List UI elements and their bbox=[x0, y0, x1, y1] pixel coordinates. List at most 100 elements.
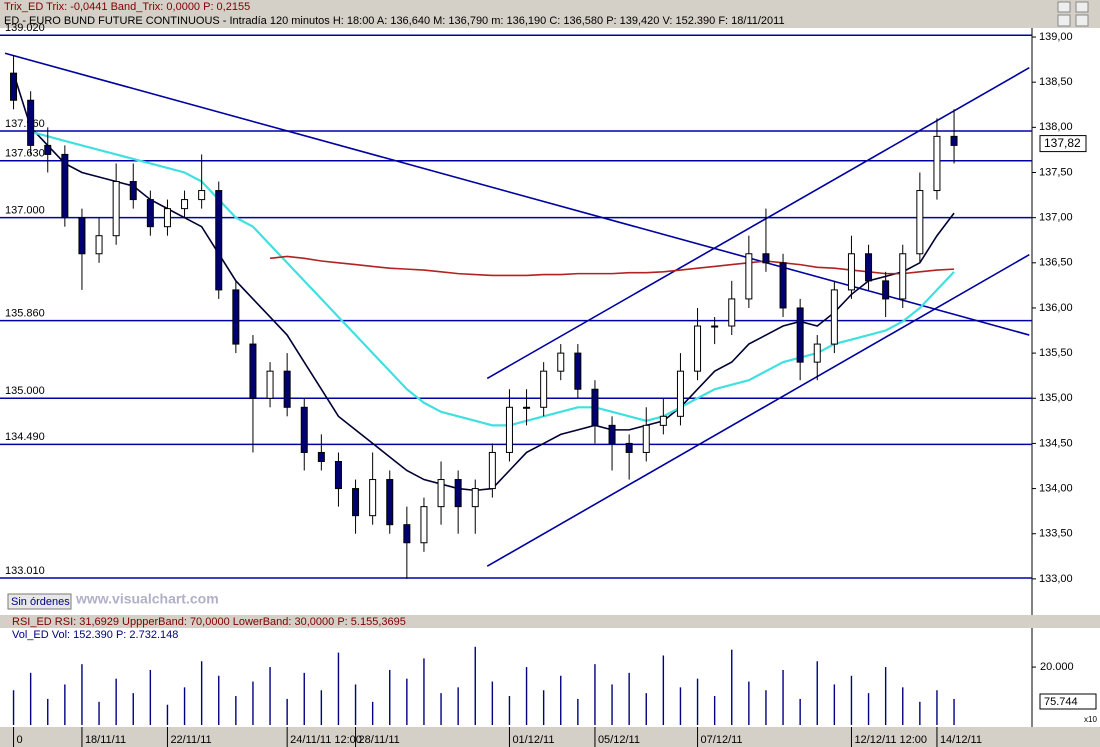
y-tick-label: 133,00 bbox=[1039, 573, 1073, 585]
candle-body bbox=[232, 289, 240, 345]
watermark: www.visualchart.com bbox=[75, 591, 219, 607]
volume-bar bbox=[81, 664, 83, 725]
candle-body bbox=[334, 460, 342, 490]
candle-body bbox=[728, 298, 736, 327]
candle-body bbox=[882, 280, 890, 300]
volume-bar bbox=[235, 696, 237, 725]
volume-bar bbox=[218, 675, 220, 725]
candle-body bbox=[10, 72, 18, 101]
rsi-header: RSI_ED RSI: 31,6929 UppperBand: 70,0000 … bbox=[12, 616, 406, 628]
volume-bar bbox=[645, 693, 647, 725]
volume-bar bbox=[12, 690, 15, 725]
candle-body bbox=[711, 325, 719, 328]
candle-body bbox=[779, 262, 787, 309]
volume-bar bbox=[98, 701, 100, 725]
level-label: 137.960 bbox=[5, 118, 45, 130]
volume-bar bbox=[713, 696, 716, 725]
level-label: 133.010 bbox=[5, 565, 45, 577]
candle-body bbox=[437, 479, 445, 508]
vol-last: 75.744 bbox=[1044, 696, 1078, 708]
volume-bar bbox=[765, 690, 767, 725]
candle-body bbox=[847, 253, 855, 291]
candle-body bbox=[950, 135, 958, 146]
candle-body bbox=[352, 488, 360, 517]
volume-bar bbox=[577, 698, 579, 725]
candle-body bbox=[642, 424, 650, 453]
candle-body bbox=[796, 307, 804, 363]
candle-body bbox=[625, 442, 633, 453]
volume-bar bbox=[64, 684, 66, 725]
volume-bar bbox=[29, 672, 32, 725]
candle-body bbox=[266, 370, 274, 399]
y-tick-label: 139,00 bbox=[1039, 31, 1073, 43]
candle-body bbox=[454, 479, 462, 508]
moving-average bbox=[30, 130, 955, 427]
level-label: 135.000 bbox=[5, 385, 45, 397]
rsi-bar bbox=[0, 615, 1100, 628]
volume-bar bbox=[183, 687, 186, 725]
moving-average bbox=[269, 255, 955, 277]
y-tick-label: 138,50 bbox=[1039, 76, 1073, 88]
volume-bar bbox=[628, 672, 630, 725]
y-tick-label: 134,00 bbox=[1039, 482, 1073, 494]
y-tick-label: 136,00 bbox=[1039, 302, 1073, 314]
y-tick-label: 138,00 bbox=[1039, 121, 1073, 133]
candle-body bbox=[181, 199, 189, 210]
volume-bar bbox=[423, 658, 425, 725]
candle-body bbox=[300, 406, 308, 453]
level-label: 137.000 bbox=[5, 205, 45, 217]
candle-body bbox=[762, 253, 770, 264]
level-label: 137.630 bbox=[5, 148, 45, 160]
candle-body bbox=[27, 99, 35, 146]
orders-button-label[interactable]: Sin órdenes bbox=[11, 596, 70, 608]
scale-note: x10 bbox=[1084, 715, 1097, 724]
candle-body bbox=[916, 190, 924, 255]
volume-bar bbox=[679, 687, 682, 725]
x-tick-label: 01/12/11 bbox=[512, 734, 554, 746]
candle-body bbox=[420, 506, 428, 544]
x-axis-bar bbox=[0, 727, 1100, 747]
volume-bar bbox=[389, 669, 391, 725]
y-tick-label: 136,50 bbox=[1039, 257, 1073, 269]
candle-body bbox=[146, 199, 154, 228]
x-tick-label: 07/12/11 bbox=[701, 734, 743, 746]
candle-body bbox=[112, 181, 120, 237]
volume-bar bbox=[457, 687, 459, 725]
candle-body bbox=[574, 352, 582, 390]
orders-button[interactable] bbox=[7, 593, 72, 610]
candle-body bbox=[745, 253, 753, 300]
volume-bar bbox=[696, 678, 699, 725]
y-tick-label: 137,00 bbox=[1039, 212, 1073, 224]
volume-bar bbox=[491, 681, 494, 725]
candle-body bbox=[198, 190, 206, 201]
indicator-header: Trix_ED Trix: -0,0441 Band_Trix: 0,0000 … bbox=[4, 1, 250, 13]
candle-body bbox=[317, 451, 325, 462]
volume-bar bbox=[525, 667, 528, 725]
volume-bar bbox=[611, 684, 613, 725]
volume-bar bbox=[320, 690, 323, 725]
volume-bar bbox=[269, 667, 271, 725]
chart-header: ED - EURO BUND FUTURE CONTINUOUS - Intra… bbox=[4, 15, 785, 27]
volume-bar bbox=[748, 681, 750, 725]
candle-body bbox=[540, 370, 548, 408]
candle-body bbox=[608, 424, 616, 444]
y-tick-label: 135,50 bbox=[1039, 347, 1073, 359]
y-tick-label: 20.000 bbox=[1040, 661, 1074, 673]
volume-bar bbox=[354, 684, 357, 725]
y-tick-label: 134,50 bbox=[1039, 437, 1073, 449]
volume-bar bbox=[200, 661, 203, 725]
volume-bar bbox=[902, 687, 904, 725]
level-label: 135.860 bbox=[5, 308, 45, 320]
volume-bar bbox=[47, 698, 49, 725]
trend-line bbox=[486, 67, 1030, 380]
y-tick-label: 137,50 bbox=[1039, 166, 1073, 178]
candle-body bbox=[215, 190, 223, 291]
candle-body bbox=[471, 488, 479, 508]
candle-body bbox=[488, 451, 496, 490]
candle-body bbox=[591, 388, 599, 426]
candle-body bbox=[676, 370, 684, 417]
window-buttons[interactable] bbox=[1057, 1, 1089, 27]
volume-bar bbox=[166, 704, 169, 725]
candle-body bbox=[830, 289, 838, 345]
